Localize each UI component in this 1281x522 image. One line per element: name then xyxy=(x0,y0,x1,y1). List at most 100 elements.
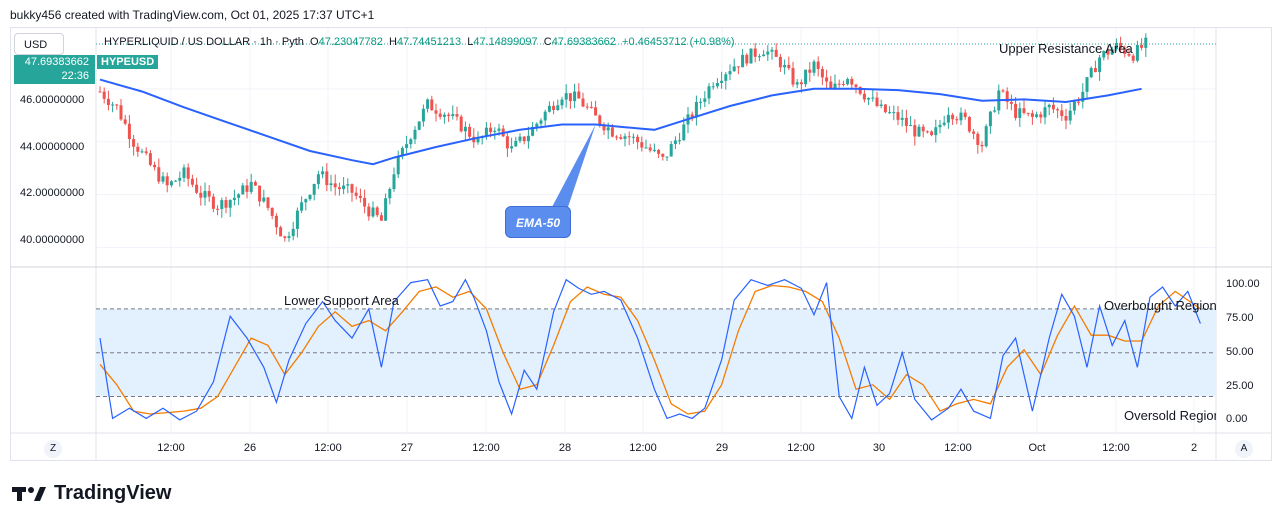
candle-body xyxy=(333,183,337,188)
candle-body xyxy=(774,49,778,57)
candle-body xyxy=(186,167,190,179)
candle-body xyxy=(195,184,199,193)
candle-body xyxy=(749,48,753,64)
symbol-tag: HYPEUSD xyxy=(97,55,159,69)
price-axis-label: 40.00000000 xyxy=(20,234,85,246)
candle-body xyxy=(127,123,131,140)
candle-body xyxy=(841,83,845,85)
candle-body xyxy=(262,197,266,202)
candle-body xyxy=(300,202,304,211)
candle-body xyxy=(1056,109,1060,111)
candle-body xyxy=(757,56,761,58)
candle-body xyxy=(783,64,787,68)
candle-body xyxy=(308,194,312,200)
candle-body xyxy=(930,131,934,136)
candle-body xyxy=(568,93,572,102)
candle-body xyxy=(463,126,467,132)
candle-body xyxy=(543,111,547,121)
candle-body xyxy=(396,156,400,175)
candle-body xyxy=(896,112,900,120)
tradingview-logo-icon xyxy=(12,486,46,501)
candle-body xyxy=(631,136,635,138)
candle-body xyxy=(182,167,186,178)
candle-body xyxy=(560,99,564,106)
candle-body xyxy=(900,117,904,120)
candle-body xyxy=(1123,47,1127,54)
candle-body xyxy=(921,126,925,132)
candle-body xyxy=(564,93,568,100)
open-label: O xyxy=(310,36,319,48)
candle-body xyxy=(770,49,774,52)
candle-body xyxy=(136,146,140,152)
time-axis-label: 12:00 xyxy=(944,442,972,454)
candle-body xyxy=(400,147,404,157)
candle-body xyxy=(984,126,988,147)
candle-body xyxy=(623,136,627,139)
candle-body xyxy=(615,136,619,138)
time-axis-label: 2 xyxy=(1190,442,1198,454)
candle-body xyxy=(174,180,178,182)
candle-body xyxy=(1005,91,1009,102)
close-label: C xyxy=(543,36,552,48)
candle-body xyxy=(1135,44,1139,61)
candle-body xyxy=(736,66,740,68)
candle-body xyxy=(573,91,577,102)
candle-body xyxy=(581,98,585,107)
candle-body xyxy=(724,74,728,81)
candle-body xyxy=(988,111,992,127)
lower-support-label: Lower Support Area xyxy=(284,293,399,308)
chart-frame xyxy=(10,27,1272,461)
osc-axis-label: 100.00 xyxy=(1226,278,1260,290)
candle-body xyxy=(652,149,656,151)
candle-body xyxy=(354,192,358,196)
candle-body xyxy=(535,123,539,127)
candle-body xyxy=(938,124,942,128)
timezone-button[interactable]: Z xyxy=(44,440,62,458)
candle-body xyxy=(829,81,833,89)
candle-body xyxy=(1068,110,1072,121)
candle-body xyxy=(585,106,589,108)
low-value: 47.14899097 xyxy=(473,36,538,48)
candle-body xyxy=(241,185,245,195)
current-price-tag: 47.69383662 22:36 xyxy=(14,55,95,84)
candle-body xyxy=(325,171,329,186)
candle-body xyxy=(493,130,497,132)
candle-body xyxy=(879,104,883,106)
open-value: 47.23047782 xyxy=(318,36,383,48)
candle-body xyxy=(510,146,514,149)
candle-body xyxy=(1114,42,1118,50)
candle-body xyxy=(963,112,967,118)
candle-body xyxy=(665,156,669,158)
candle-body xyxy=(732,66,736,72)
currency-button[interactable]: USD xyxy=(14,33,64,55)
candle-body xyxy=(1030,113,1034,117)
candle-body xyxy=(224,200,228,208)
candle-body xyxy=(363,197,367,207)
candle-body xyxy=(329,183,333,186)
candle-body xyxy=(531,126,535,136)
candle-body xyxy=(787,64,791,69)
candle-body xyxy=(489,127,493,132)
candle-body xyxy=(228,200,232,208)
candle-body xyxy=(342,185,346,190)
candle-body xyxy=(476,137,480,143)
high-label: H xyxy=(388,36,397,48)
candle-body xyxy=(153,164,157,168)
auto-scale-button[interactable]: A xyxy=(1235,440,1253,458)
candle-body xyxy=(959,112,963,121)
candle-body xyxy=(552,105,556,110)
candle-body xyxy=(640,142,644,148)
candle-body xyxy=(337,187,341,190)
candle-body xyxy=(1093,68,1097,73)
candle-body xyxy=(119,105,123,120)
candle-body xyxy=(434,110,438,114)
time-axis-label: 27 xyxy=(400,442,414,454)
candle-body xyxy=(619,137,623,139)
candle-body xyxy=(1089,68,1093,78)
candle-body xyxy=(203,191,207,198)
bar-countdown: 22:36 xyxy=(61,70,89,82)
candle-body xyxy=(505,136,509,149)
candle-body xyxy=(115,104,119,106)
candle-body xyxy=(804,69,808,85)
